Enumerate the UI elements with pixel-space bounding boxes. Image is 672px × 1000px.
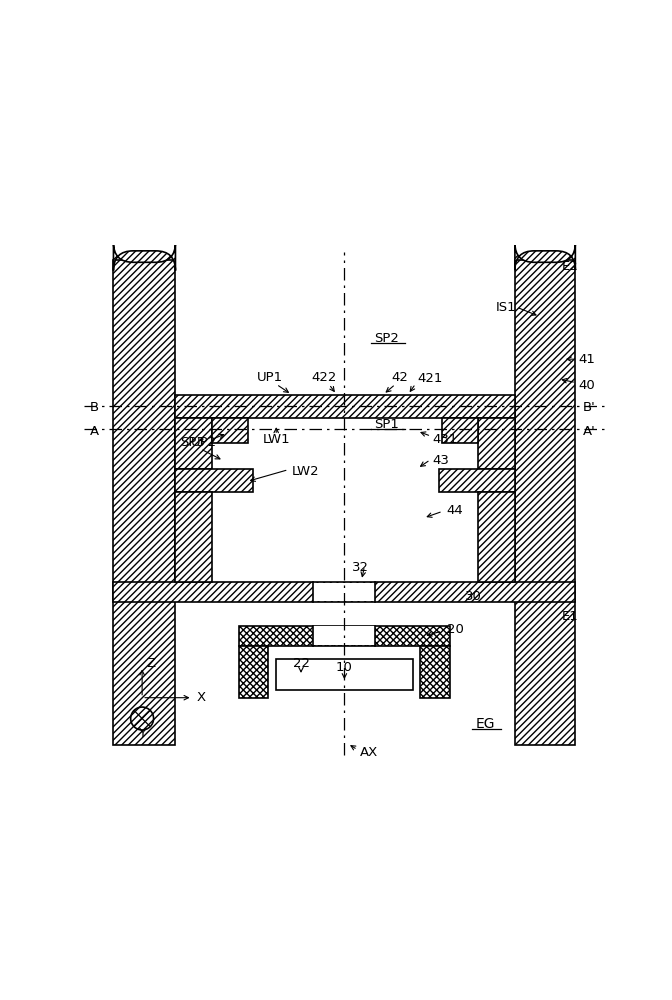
Text: LW2: LW2 — [292, 465, 319, 478]
Text: E1: E1 — [562, 610, 579, 623]
Text: 422: 422 — [312, 371, 337, 384]
Text: 431: 431 — [433, 433, 458, 446]
Text: 44: 44 — [447, 504, 464, 517]
Bar — [239, 626, 450, 646]
Text: 30: 30 — [465, 590, 482, 603]
Text: 41: 41 — [579, 353, 595, 366]
Text: B: B — [90, 401, 99, 414]
Bar — [114, 582, 575, 602]
Text: 40: 40 — [579, 379, 595, 392]
Text: E2: E2 — [562, 260, 579, 273]
Bar — [114, 260, 175, 745]
Text: EG: EG — [476, 717, 495, 731]
FancyBboxPatch shape — [515, 243, 575, 270]
Text: 43: 43 — [433, 454, 450, 467]
Text: SP2: SP2 — [374, 332, 398, 345]
Text: UP1: UP1 — [257, 371, 283, 384]
Text: A: A — [90, 425, 99, 438]
Bar — [239, 646, 268, 698]
Bar — [175, 395, 515, 418]
Text: B': B' — [583, 401, 596, 414]
Text: 10: 10 — [336, 661, 353, 674]
Text: UP2: UP2 — [191, 436, 217, 449]
Text: 20: 20 — [447, 623, 464, 636]
Text: LW1: LW1 — [262, 433, 290, 446]
Text: Z: Z — [146, 657, 156, 670]
Bar — [478, 418, 515, 469]
Text: 421: 421 — [417, 372, 443, 385]
Text: 32: 32 — [352, 561, 369, 574]
Text: 22: 22 — [292, 657, 310, 670]
Bar — [175, 469, 253, 492]
Bar — [478, 492, 515, 582]
Bar — [313, 626, 376, 645]
Bar — [175, 418, 212, 469]
Text: Y: Y — [138, 727, 146, 740]
Bar — [313, 583, 376, 601]
Text: 42: 42 — [392, 371, 409, 384]
Bar — [515, 260, 575, 745]
Text: X: X — [196, 691, 206, 704]
FancyBboxPatch shape — [114, 243, 175, 271]
Bar — [421, 646, 450, 698]
Text: SP3: SP3 — [180, 436, 205, 449]
Text: IS1: IS1 — [496, 301, 517, 314]
Text: A': A' — [583, 425, 596, 438]
Bar — [212, 418, 248, 443]
Bar — [175, 492, 212, 582]
Text: AX: AX — [360, 746, 378, 759]
Bar — [276, 659, 413, 690]
Bar — [442, 418, 478, 443]
Bar — [439, 469, 515, 492]
Text: SP1: SP1 — [374, 418, 398, 431]
